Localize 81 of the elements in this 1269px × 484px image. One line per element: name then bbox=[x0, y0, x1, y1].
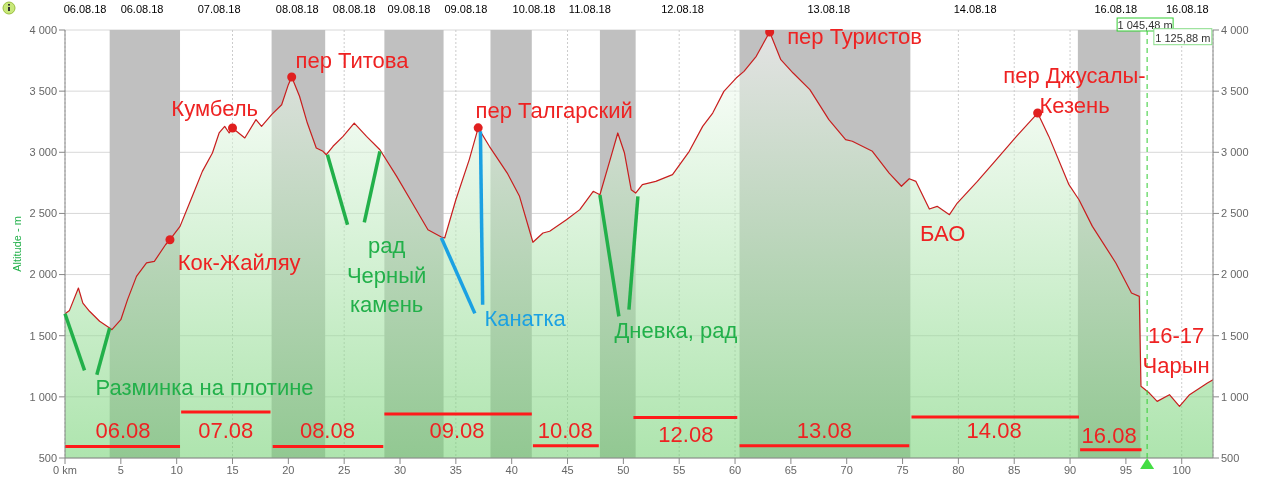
text: 06.08.18 bbox=[63, 3, 107, 15]
point bbox=[1033, 108, 1043, 118]
x-tick-label: 65 bbox=[784, 463, 797, 476]
annotation: Кок-Жайляу bbox=[177, 249, 301, 275]
y-tick-label: 3 500 bbox=[29, 85, 57, 98]
text: 09.08.18 bbox=[444, 3, 488, 15]
y2-tick-label: 1 000 bbox=[1221, 390, 1249, 403]
text: 08.08.18 bbox=[332, 3, 376, 15]
x-tick-label: 100 bbox=[1172, 463, 1191, 476]
annotation: 09.08 bbox=[429, 417, 485, 443]
ref-line-label: 1 045,48 m bbox=[1117, 18, 1173, 31]
y-tick-label: 2 000 bbox=[29, 268, 57, 281]
annotation: 07.08 bbox=[198, 417, 254, 443]
x-tick-label: 5 bbox=[117, 463, 124, 476]
text: 09.08.18 bbox=[387, 3, 431, 15]
y2-tick-label: 4 000 bbox=[1221, 23, 1249, 36]
annotation: 14.08 bbox=[966, 417, 1022, 443]
x-tick-label: 40 bbox=[505, 463, 518, 476]
y-tick-label: 4 000 bbox=[29, 23, 57, 36]
x-tick-label: 10 bbox=[170, 463, 183, 476]
annotation: 12.08 bbox=[658, 421, 714, 447]
y2-tick-label: 3 000 bbox=[1221, 146, 1249, 159]
x-tick-label: 80 bbox=[952, 463, 965, 476]
annotation: БАО bbox=[920, 220, 966, 246]
x-tick-label: 15 bbox=[226, 463, 239, 476]
x-tick-label: 70 bbox=[840, 463, 853, 476]
x-tick-label: 95 bbox=[1119, 463, 1133, 476]
text: 14.08.18 bbox=[953, 3, 997, 15]
x-tick-label: 75 bbox=[896, 463, 909, 476]
annotation: Кумбель bbox=[171, 95, 258, 121]
text: 08.08.18 bbox=[275, 3, 319, 15]
annotation: пер Титова bbox=[295, 47, 410, 73]
y2-tick-label: 500 bbox=[1221, 451, 1240, 464]
y2-tick-label: 1 500 bbox=[1221, 329, 1249, 342]
annotation: 16-17 Чарын bbox=[1142, 322, 1210, 378]
annotation: 08.08 bbox=[299, 417, 355, 443]
y-tick-label: 2 500 bbox=[29, 207, 57, 220]
x-tick-label: 55 bbox=[673, 463, 686, 476]
annotation: Дневка, рад bbox=[614, 317, 738, 343]
annotation: Канатка bbox=[484, 305, 567, 331]
y2-tick-label: 3 500 bbox=[1221, 85, 1249, 98]
annotation: 16.08 bbox=[1081, 422, 1137, 448]
text: 06.08.18 bbox=[120, 3, 164, 15]
x-tick-label: 85 bbox=[1008, 463, 1021, 476]
annotation: 10.08 bbox=[537, 417, 593, 443]
point bbox=[228, 123, 238, 133]
point bbox=[287, 72, 297, 82]
x-tick-label: 20 bbox=[282, 463, 295, 476]
point bbox=[473, 123, 483, 133]
x-tick-label: 90 bbox=[1063, 463, 1077, 476]
x-tick-label: 60 bbox=[728, 463, 742, 476]
x-tick-label: 35 bbox=[449, 463, 462, 476]
annotation: 13.08 bbox=[796, 417, 852, 443]
y-tick-label: 3 000 bbox=[29, 146, 57, 159]
x-tick-label: 25 bbox=[338, 463, 351, 476]
text: 16.08.18 bbox=[1094, 3, 1138, 15]
annotation: пер Джусалы- Кезень bbox=[1003, 62, 1146, 118]
x-tick-label: 50 bbox=[617, 463, 630, 476]
annotation: 1 125,88 m bbox=[1155, 31, 1211, 44]
text: 07.08.18 bbox=[197, 3, 241, 15]
x-tick-label: 30 bbox=[393, 463, 407, 476]
text: 11.08.18 bbox=[568, 3, 611, 15]
point bbox=[765, 30, 775, 37]
y-tick-label: 1 500 bbox=[29, 329, 57, 342]
y-tick-label: 500 bbox=[38, 451, 57, 464]
annotation: пер Талгарский bbox=[475, 97, 633, 123]
text: 13.08.18 bbox=[807, 3, 851, 15]
annotation: 06.08 bbox=[95, 417, 151, 443]
y2-tick-label: 2 000 bbox=[1221, 268, 1249, 281]
text: 12.08.18 bbox=[661, 3, 704, 15]
y2-tick-label: 2 500 bbox=[1221, 207, 1249, 220]
point bbox=[165, 235, 175, 245]
x-tick-label: 0 km bbox=[53, 463, 77, 476]
annotation: рад Черный камень bbox=[346, 232, 427, 317]
text: 16.08.18 bbox=[1165, 3, 1209, 15]
annotation: пер Туристов bbox=[787, 23, 922, 49]
y-axis-title: Altitude - m bbox=[11, 216, 23, 272]
x-tick-label: 45 bbox=[561, 463, 574, 476]
text: 10.08.18 bbox=[512, 3, 556, 15]
y-tick-label: 1 000 bbox=[29, 390, 57, 403]
annotation: Разминка на плотине bbox=[95, 374, 314, 400]
